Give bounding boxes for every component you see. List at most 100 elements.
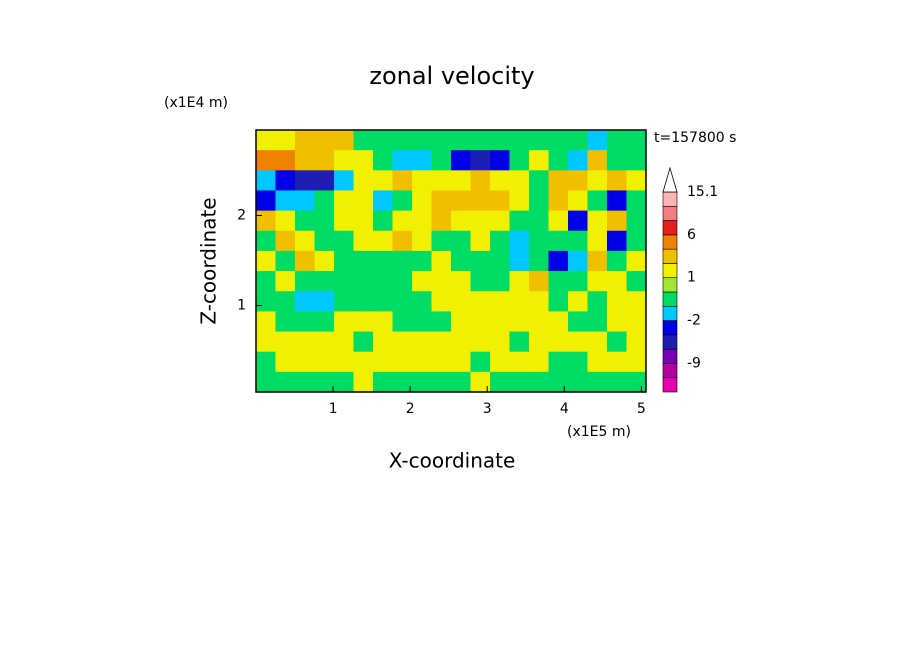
colorbar-box: [662, 205, 678, 221]
field-cell: [626, 250, 647, 272]
field-cell: [451, 250, 471, 272]
field-cell: [334, 230, 354, 252]
field-cell: [470, 331, 491, 353]
field-cell: [256, 230, 276, 252]
field-cell: [295, 250, 315, 272]
field-cell: [295, 311, 315, 333]
field-cell: [529, 291, 549, 312]
field-cell: [275, 150, 296, 171]
field-cell: [587, 170, 608, 191]
field-cell: [314, 250, 335, 272]
field-cell: [529, 371, 549, 393]
field-cell: [626, 230, 647, 252]
field-cell: [412, 250, 432, 272]
field-cell: [275, 371, 296, 393]
field-cell: [568, 170, 588, 191]
colorbar-box: [662, 263, 678, 279]
field-cell: [490, 150, 510, 171]
colorbar-box: [662, 305, 678, 321]
field-cell: [392, 291, 413, 312]
field-cell: [529, 210, 549, 232]
colorbar-label: -2: [687, 313, 701, 329]
field-cell: [412, 170, 432, 191]
field-cell: [509, 190, 530, 212]
x-tick-label: 3: [483, 401, 492, 417]
field-cell: [314, 190, 335, 212]
field-cell: [509, 311, 530, 333]
field-cell: [275, 331, 296, 353]
field-cell: [431, 271, 452, 292]
field-cell: [587, 250, 608, 272]
field-cell: [470, 351, 491, 373]
field-cell: [548, 371, 569, 393]
y-unit: (x1E4 m): [164, 95, 228, 111]
field-cell: [568, 190, 588, 212]
field-cell: [373, 371, 393, 393]
field-cell: [509, 271, 530, 292]
field-cell: [353, 271, 374, 292]
field-cell: [548, 230, 569, 252]
field-cell: [412, 371, 432, 393]
plot-frame: [255, 129, 647, 393]
field-cell: [373, 150, 393, 171]
field-cell: [334, 331, 354, 353]
field-cell: [587, 150, 608, 171]
field-cell: [529, 190, 549, 212]
field-cell: [412, 351, 432, 373]
y-tick-label: 2: [237, 208, 246, 224]
field-cell: [587, 210, 608, 232]
field-cell: [607, 210, 627, 232]
colorbar-box: [662, 291, 678, 307]
field-cell: [451, 331, 471, 353]
field-cell: [314, 170, 335, 191]
field-cell: [451, 210, 471, 232]
field-cell: [490, 230, 510, 252]
field-cell: [548, 331, 569, 353]
colorbar-box: [662, 191, 678, 207]
field-cell: [256, 271, 276, 292]
field-cell: [587, 291, 608, 312]
field-cell: [353, 371, 374, 393]
field-cell: [353, 130, 374, 151]
field-cell: [490, 351, 510, 373]
field-cell: [587, 230, 608, 252]
field-cell: [256, 371, 276, 393]
field-cell: [509, 371, 530, 393]
field-cell: [451, 291, 471, 312]
field-cell: [353, 150, 374, 171]
field-cell: [529, 150, 549, 171]
field-cell: [509, 210, 530, 232]
field-cell: [295, 291, 315, 312]
field-cell: [626, 170, 647, 191]
field-cell: [392, 331, 413, 353]
field-cell: [431, 130, 452, 151]
field-cell: [607, 331, 627, 353]
field-cell: [509, 351, 530, 373]
field-cell: [548, 210, 569, 232]
field-cell: [412, 230, 432, 252]
field-cell: [353, 351, 374, 373]
field-cell: [548, 130, 569, 151]
field-cell: [451, 271, 471, 292]
field-cell: [568, 291, 588, 312]
field-cell: [314, 351, 335, 373]
field-cell: [548, 170, 569, 191]
field-cell: [373, 250, 393, 272]
colorbar-box: [662, 234, 678, 250]
field-cell: [607, 170, 627, 191]
field-cell: [295, 271, 315, 292]
field-cell: [431, 250, 452, 272]
field-cell: [548, 250, 569, 272]
field-cell: [509, 291, 530, 312]
field-cell: [587, 190, 608, 212]
field-cell: [490, 311, 510, 333]
field-cell: [470, 291, 491, 312]
field-cell: [392, 271, 413, 292]
field-cell: [256, 351, 276, 373]
colorbar-extension: [662, 166, 678, 193]
field-cell: [626, 190, 647, 212]
field-cell: [373, 311, 393, 333]
colorbar-label: 6: [687, 227, 696, 243]
field-cell: [373, 170, 393, 191]
field-cell: [548, 150, 569, 171]
